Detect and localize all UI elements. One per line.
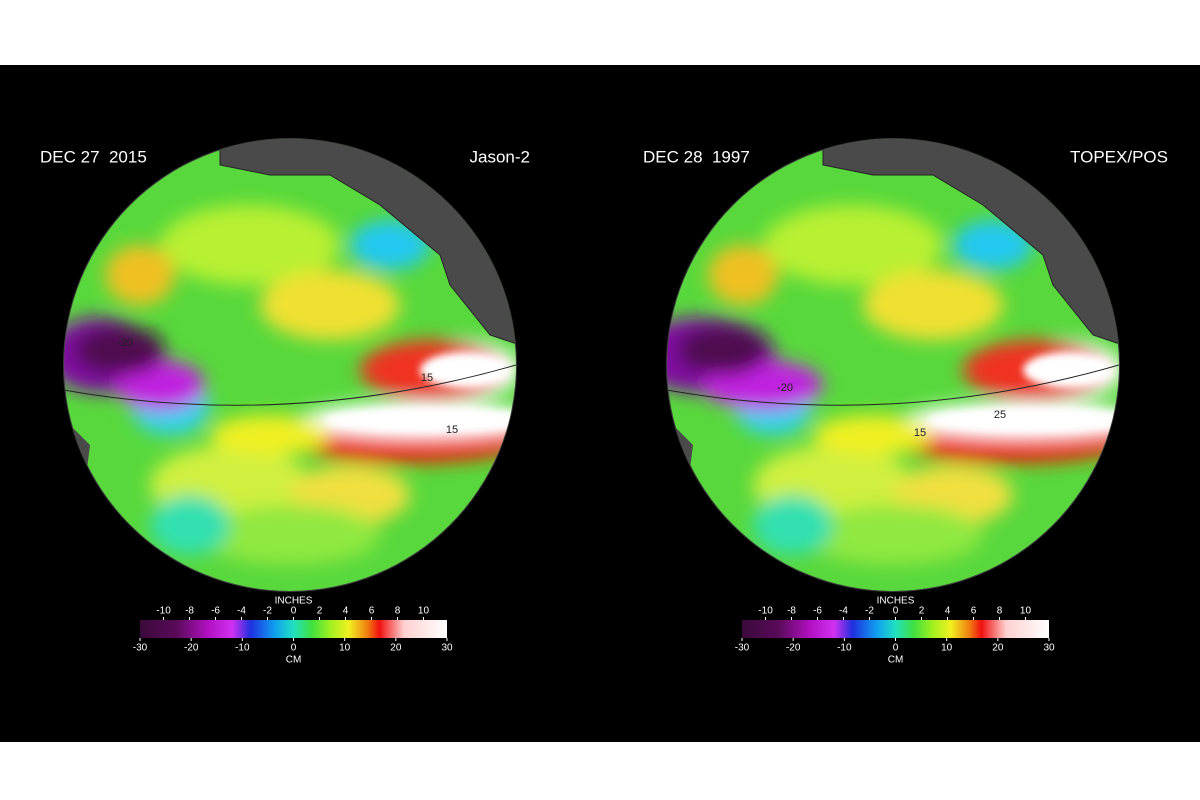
- inch-tick-label: 6: [971, 606, 977, 617]
- equator: [64, 364, 516, 406]
- inch-tick-label: -6: [813, 606, 822, 617]
- anomaly: [160, 205, 340, 285]
- colorbar-top-label: INCHES: [275, 596, 313, 607]
- cm-tick-label: 10: [339, 643, 351, 654]
- inch-tick-label: -2: [865, 606, 874, 617]
- cm-tick-label: 10: [941, 643, 953, 654]
- cm-tick-label: 30: [1043, 643, 1055, 654]
- satellite-label: TOPEX/POS: [1070, 147, 1168, 166]
- contour-label: 15: [446, 424, 458, 436]
- inch-tick-label: 4: [945, 606, 951, 617]
- cm-tick-label: 30: [441, 643, 453, 654]
- inch-tick-label: 6: [369, 606, 375, 617]
- color-bar: [140, 620, 447, 638]
- anomaly: [708, 245, 778, 305]
- inch-tick-label: -8: [185, 606, 194, 617]
- anomaly: [813, 415, 933, 455]
- cm-tick-label: -20: [184, 643, 199, 654]
- anomaly: [953, 220, 1033, 270]
- sea-level-map: [64, 139, 516, 591]
- anomaly: [150, 495, 230, 555]
- sea-level-map: [667, 139, 1119, 591]
- anomaly: [803, 505, 983, 565]
- colorbar-bottom-label: CM: [888, 655, 904, 666]
- anomaly: [260, 270, 400, 340]
- anomaly-core: [325, 352, 516, 432]
- cm-tick-label: 20: [992, 643, 1004, 654]
- anomaly: [420, 352, 510, 388]
- anomaly: [105, 245, 175, 305]
- contour-label: 15: [914, 427, 926, 439]
- anomaly: [763, 205, 943, 285]
- inch-tick-label: -10: [156, 606, 171, 617]
- inch-tick-label: -8: [787, 606, 796, 617]
- inch-tick-label: 8: [997, 606, 1003, 617]
- color-bar: [742, 620, 1049, 638]
- inch-tick-label: -6: [211, 606, 220, 617]
- anomaly: [1023, 352, 1113, 388]
- inch-tick-label: 8: [395, 606, 401, 617]
- cm-tick-label: -20: [786, 643, 801, 654]
- anomaly: [753, 495, 833, 555]
- inch-tick-label: -10: [758, 606, 773, 617]
- contour-label: 15: [421, 372, 433, 384]
- anomaly: [678, 325, 768, 375]
- satellite-label: Jason-2: [470, 147, 530, 166]
- colorbar-bottom-label: CM: [286, 655, 302, 666]
- anomaly: [325, 408, 516, 432]
- contour-label: -20: [117, 337, 133, 349]
- inch-tick-label: 0: [893, 606, 899, 617]
- inch-tick-label: 10: [418, 606, 430, 617]
- anomaly: [350, 220, 430, 270]
- contour-label: -20: [777, 382, 793, 394]
- date-label: DEC 27 2015: [40, 147, 147, 166]
- inch-tick-label: 0: [291, 606, 297, 617]
- inch-tick-label: 2: [919, 606, 925, 617]
- cm-tick-label: -30: [735, 643, 750, 654]
- equator: [667, 364, 1119, 406]
- inch-tick-label: 4: [343, 606, 349, 617]
- cm-tick-label: 20: [390, 643, 402, 654]
- cm-tick-label: 0: [893, 643, 899, 654]
- date-label: DEC 28 1997: [643, 147, 750, 166]
- anomaly: [75, 325, 165, 375]
- cm-tick-label: -30: [133, 643, 148, 654]
- inch-tick-label: -4: [839, 606, 848, 617]
- cm-tick-label: -10: [235, 643, 250, 654]
- inch-tick-label: 2: [317, 606, 323, 617]
- anomaly: [210, 415, 330, 455]
- contour-label: 25: [994, 409, 1006, 421]
- anomaly-core: [928, 352, 1119, 432]
- anomaly: [928, 408, 1119, 432]
- anomaly: [863, 270, 1003, 340]
- inch-tick-label: -2: [263, 606, 272, 617]
- cm-tick-label: 0: [291, 643, 297, 654]
- colorbar-top-label: INCHES: [877, 596, 915, 607]
- cm-tick-label: -10: [837, 643, 852, 654]
- inch-tick-label: 10: [1020, 606, 1032, 617]
- inch-tick-label: -4: [237, 606, 246, 617]
- anomaly: [200, 505, 380, 565]
